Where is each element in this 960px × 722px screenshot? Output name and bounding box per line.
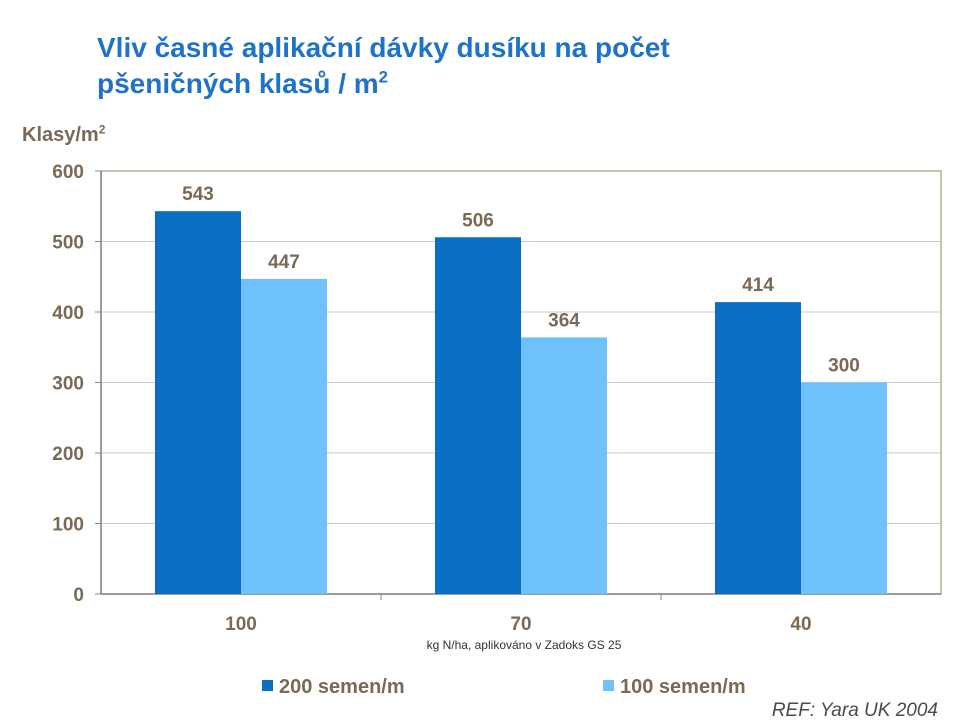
bar-series-2-100 (241, 278, 327, 594)
y-tick-label-1: 100 (52, 515, 84, 536)
data-label-series-1-70: 506 (462, 210, 494, 231)
bar-series-1-70 (435, 237, 521, 594)
chart-title: Vliv časné aplikační dávky dusíku na poč… (97, 30, 897, 102)
y-axis-label: Klasy/m2 (22, 122, 106, 147)
legend-swatch-series-2 (603, 680, 614, 691)
legend-item-series-2: 100 semen/m (603, 676, 746, 699)
data-label-series-1-40: 414 (742, 275, 774, 296)
y-tick-label-3: 300 (52, 374, 84, 395)
chart-title-line-2: pšeničných klasů / m2 (97, 66, 897, 102)
x-axis-label: kg N/ha, aplikováno v Zadoks GS 25 (426, 638, 622, 652)
data-label-series-2-40: 300 (828, 356, 860, 377)
legend-label-series-1: 200 semen/m (279, 676, 405, 698)
bar-series-1-40 (715, 302, 801, 594)
reference-note: REF: Yara UK 2004 (771, 700, 938, 721)
x-tick-label-70: 70 (510, 614, 531, 635)
y-tick-label-0: 0 (73, 585, 84, 606)
y-tick-label-5: 500 (52, 233, 84, 254)
chart-title-line-1: Vliv časné aplikační dávky dusíku na poč… (97, 32, 670, 63)
legend-swatch-series-1 (262, 680, 273, 691)
bar-series-2-40 (801, 382, 887, 594)
data-label-series-2-70: 364 (548, 310, 580, 331)
bar-series-1-100 (155, 211, 241, 594)
bar-series-2-70 (521, 337, 607, 594)
x-tick-label-40: 40 (790, 614, 811, 635)
y-axis-label-superscript: 2 (98, 122, 106, 137)
data-label-series-2-100: 447 (268, 252, 300, 273)
data-label-series-1-100: 543 (182, 184, 214, 205)
chart-title-superscript: 2 (378, 67, 389, 87)
legend-item-series-1: 200 semen/m (262, 676, 405, 699)
legend-label-series-2: 100 semen/m (620, 676, 746, 698)
y-tick-label-2: 200 (52, 444, 84, 465)
y-tick-label-6: 600 (52, 162, 84, 183)
y-tick-label-4: 400 (52, 303, 84, 324)
y-axis-label-text: Klasy/m (22, 124, 99, 146)
x-tick-label-100: 100 (225, 614, 257, 635)
chart-title-line-2-text: pšeničných klasů / m (97, 68, 379, 99)
